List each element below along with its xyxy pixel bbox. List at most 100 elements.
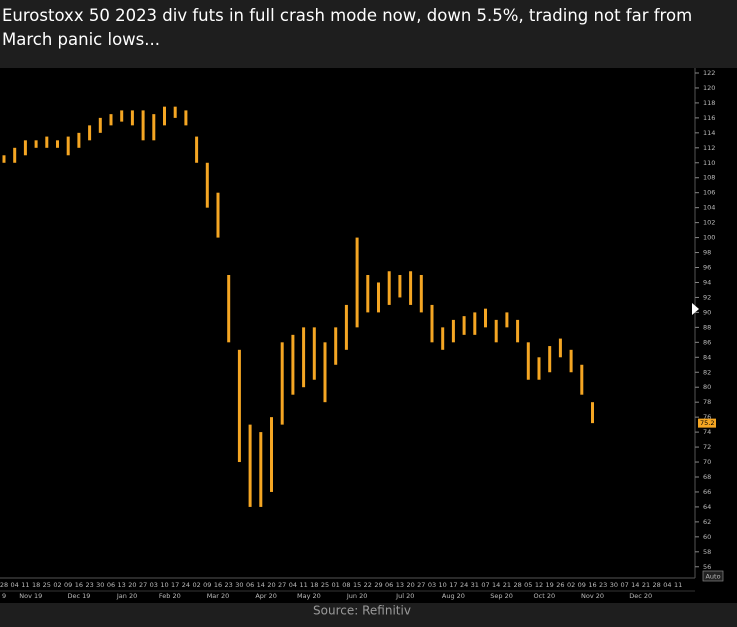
range-bar	[13, 147, 17, 163]
range-bar	[419, 274, 423, 313]
x-tick-label: 02	[567, 581, 575, 589]
y-tick-label: 62	[703, 518, 711, 526]
x-tick-label: 16	[75, 581, 83, 589]
range-bar	[387, 271, 391, 305]
range-bar	[377, 282, 380, 313]
range-bar	[120, 110, 124, 122]
range-bar	[430, 304, 434, 343]
range-bar	[494, 319, 498, 343]
x-tick-label: 20	[267, 581, 275, 589]
range-bar	[302, 327, 306, 388]
y-tick-label: 66	[703, 488, 711, 496]
x-tick-label: 05	[524, 581, 532, 589]
x-tick-label: 23	[225, 581, 233, 589]
range-bar	[141, 110, 145, 141]
range-bar	[366, 274, 370, 313]
y-tick-label: 102	[703, 219, 715, 227]
x-tick-label: 23	[85, 581, 93, 589]
y-tick-label: 58	[703, 548, 711, 556]
range-bar	[323, 342, 327, 403]
y-tick-label: 96	[703, 264, 711, 272]
y-tick-label: 104	[703, 204, 715, 212]
x-tick-label: 30	[610, 581, 618, 589]
range-bar	[580, 364, 584, 395]
y-tick-label: 112	[703, 144, 715, 152]
x-tick-label: 09	[64, 581, 72, 589]
x-tick-label: 16	[214, 581, 222, 589]
x-tick-label: 12	[535, 581, 543, 589]
y-tick-label: 68	[703, 473, 711, 481]
x-tick-label: 16	[588, 581, 596, 589]
auto-button-label[interactable]: Auto	[705, 573, 720, 581]
x-tick-label: 25	[321, 581, 329, 589]
x-tick-label: 27	[417, 581, 425, 589]
range-bar	[2, 155, 6, 163]
y-tick-label: 118	[703, 99, 715, 107]
x-tick-label: 09	[203, 581, 211, 589]
range-bar	[558, 338, 562, 358]
scroll-arrow[interactable]	[692, 303, 699, 315]
y-tick-label: 60	[703, 533, 711, 541]
x-tick-label: 17	[449, 581, 457, 589]
range-bar	[537, 357, 541, 380]
x-tick-label: 18	[32, 581, 40, 589]
month-label: Sep 20	[490, 592, 513, 600]
x-tick-label: 14	[492, 581, 500, 589]
x-tick-label: 15	[353, 581, 361, 589]
y-tick-label: 72	[703, 443, 711, 451]
range-bar	[291, 334, 295, 395]
range-bar	[237, 349, 241, 463]
y-tick-label: 106	[703, 189, 715, 197]
x-tick-label: 20	[128, 581, 136, 589]
x-tick-label: 24	[460, 581, 468, 589]
x-tick-label: 04	[663, 581, 671, 589]
y-tick-label: 70	[703, 458, 711, 466]
x-tick-label: 21	[642, 581, 650, 589]
y-tick-label: 92	[703, 293, 711, 301]
range-bar	[516, 319, 520, 343]
x-tick-label: 07	[620, 581, 628, 589]
range-bar	[173, 106, 177, 118]
range-bar	[569, 349, 573, 373]
y-tick-label: 56	[703, 563, 711, 571]
y-tick-label: 116	[703, 114, 715, 122]
x-tick-label: 04	[11, 581, 19, 589]
y-tick-label: 122	[703, 69, 715, 77]
month-label: Apr 20	[255, 592, 277, 600]
x-tick-label: 06	[246, 581, 254, 589]
x-tick-label: 28	[0, 581, 8, 589]
range-bar	[548, 346, 552, 373]
x-tick-label: 10	[160, 581, 168, 589]
month-label: Nov 20	[581, 592, 604, 600]
x-tick-label: 19	[546, 581, 554, 589]
x-tick-label: 11	[299, 581, 307, 589]
x-tick-label: 27	[139, 581, 147, 589]
y-tick-label: 84	[703, 353, 711, 361]
range-bar	[409, 271, 413, 305]
x-tick-label: 03	[150, 581, 158, 589]
range-bar	[398, 274, 402, 298]
month-label: Oct 20	[534, 592, 556, 600]
month-label: Dec 20	[629, 592, 652, 600]
range-bar	[98, 117, 102, 133]
x-tick-label: 14	[631, 581, 639, 589]
x-tick-label: 30	[96, 581, 104, 589]
month-label: Feb 20	[159, 592, 181, 600]
month-label: Nov 19	[19, 592, 42, 600]
range-bar	[45, 136, 49, 148]
auto-button[interactable]	[702, 570, 724, 582]
y-tick-label: 76	[703, 413, 711, 421]
range-bar	[77, 132, 81, 148]
x-tick-label: 17	[171, 581, 179, 589]
range-bar	[526, 342, 530, 380]
x-tick-label: 04	[289, 581, 297, 589]
x-tick-label: 28	[513, 581, 521, 589]
range-bar	[23, 140, 27, 156]
range-bar	[270, 417, 273, 492]
x-tick-label: 27	[278, 581, 286, 589]
y-tick-label: 88	[703, 323, 711, 331]
range-bar	[163, 106, 166, 126]
y-tick-label: 100	[703, 234, 715, 242]
range-bar	[441, 327, 445, 350]
